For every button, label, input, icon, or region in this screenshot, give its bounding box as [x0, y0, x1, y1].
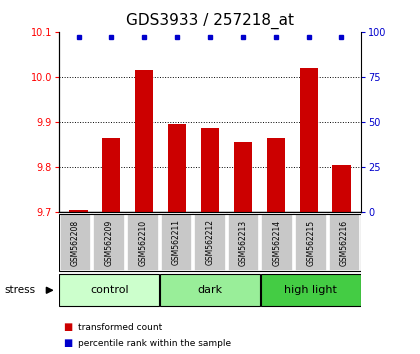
Text: control: control [90, 285, 129, 295]
Bar [234, 142, 252, 212]
Bar [102, 138, 121, 212]
Bar [299, 68, 318, 212]
Text: transformed count: transformed count [78, 323, 162, 332]
Text: GSM562212: GSM562212 [205, 219, 215, 266]
Bar [93, 214, 125, 271]
Text: GSM562214: GSM562214 [273, 219, 282, 266]
Bar [168, 124, 186, 212]
Bar [60, 214, 92, 271]
Text: ■: ■ [63, 322, 72, 332]
Bar [135, 70, 153, 212]
Text: percentile rank within the sample: percentile rank within the sample [78, 339, 231, 348]
Bar [328, 214, 360, 271]
Text: GSM562215: GSM562215 [306, 219, 315, 266]
Text: high light: high light [284, 285, 337, 295]
Bar [59, 274, 159, 306]
Bar [295, 214, 327, 271]
Bar [261, 214, 293, 271]
Bar [194, 214, 226, 271]
Bar [267, 138, 285, 212]
Bar [127, 214, 159, 271]
Bar [228, 214, 260, 271]
Text: GSM562208: GSM562208 [71, 219, 80, 266]
Text: GSM562209: GSM562209 [105, 219, 114, 266]
Title: GDS3933 / 257218_at: GDS3933 / 257218_at [126, 13, 294, 29]
Bar [69, 210, 87, 212]
Bar [160, 214, 192, 271]
Text: stress: stress [4, 285, 35, 295]
Bar [333, 165, 351, 212]
Text: dark: dark [197, 285, 223, 295]
Bar [201, 127, 219, 212]
Text: GSM562216: GSM562216 [340, 219, 349, 266]
Text: ■: ■ [63, 338, 72, 348]
Bar [160, 274, 260, 306]
Text: GSM562210: GSM562210 [138, 219, 147, 266]
Text: GSM562211: GSM562211 [172, 219, 181, 266]
Bar [261, 274, 361, 306]
Text: GSM562213: GSM562213 [239, 219, 248, 266]
